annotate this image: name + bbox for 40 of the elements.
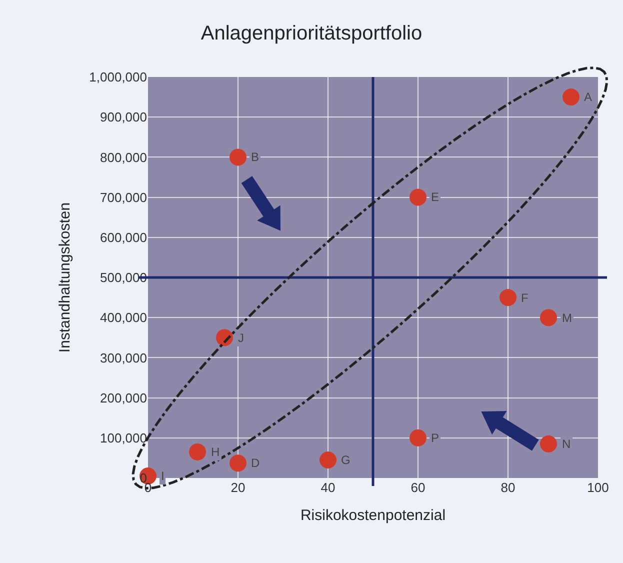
y-tick-label: 600,000	[100, 230, 147, 245]
point	[230, 148, 246, 166]
y-tick-label: 400,000	[100, 310, 147, 326]
point	[540, 309, 557, 326]
annotation: F	[521, 291, 528, 305]
annotation: P	[431, 431, 440, 445]
point	[320, 451, 336, 468]
x-axis-title: Risikokostenpotenzial	[300, 507, 446, 524]
x-tick-label: 80	[500, 480, 516, 495]
y-tick-label: 900,000	[100, 110, 147, 125]
point	[410, 188, 426, 206]
point	[562, 88, 580, 106]
annotation: B	[251, 150, 260, 164]
y-tick-label: 500,000	[100, 270, 147, 286]
x-tick-label: 20	[230, 480, 246, 495]
point	[410, 429, 426, 446]
y-axis-title: Instandhaltungskosten	[56, 202, 74, 353]
x-tick-label: 40	[320, 480, 336, 495]
annotation: H	[211, 445, 220, 459]
x-tick-label: 60	[410, 480, 426, 495]
annotation: N	[562, 437, 571, 451]
point	[189, 443, 206, 460]
point	[500, 289, 516, 306]
annotation: E	[431, 190, 440, 204]
annotation: G	[341, 453, 350, 467]
chart-title: Anlagenprioritätsportfolio	[200, 22, 422, 44]
y-tick-label: 300,000	[100, 350, 147, 366]
x-tick-label: 100	[587, 480, 609, 495]
y-tick-label: 100,000	[100, 430, 147, 446]
point	[540, 435, 557, 452]
y-tick-label: 1,000,000	[89, 70, 147, 85]
annotation: J	[238, 331, 244, 345]
y-tick-label: 800,000	[100, 150, 147, 165]
annotation: M	[562, 311, 572, 325]
y-tick-label: 200,000	[100, 390, 147, 406]
annotation: D	[251, 456, 260, 470]
point	[230, 454, 246, 472]
annotation: A	[584, 90, 592, 104]
y-tick-label: 700,000	[100, 190, 147, 205]
annotation: I	[161, 469, 164, 483]
